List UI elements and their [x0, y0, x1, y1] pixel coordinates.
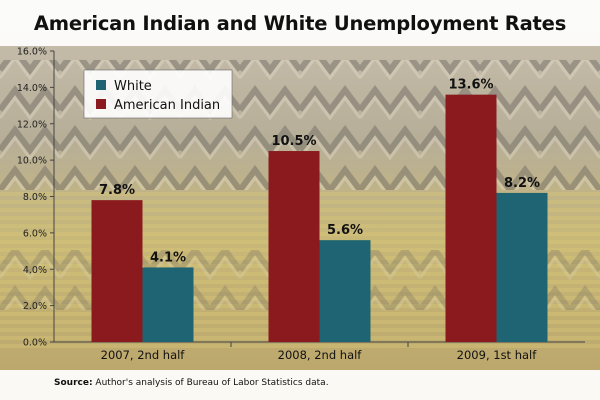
- y-tick-label: 2.0%: [23, 301, 47, 312]
- y-tick-label: 10.0%: [17, 156, 47, 167]
- bar-american-indian: [91, 200, 143, 342]
- title-bar: American Indian and White Unemployment R…: [0, 0, 600, 46]
- legend-swatch-white: [96, 80, 106, 90]
- source-note: Source: Author's analysis of Bureau of L…: [0, 370, 600, 400]
- y-tick-label: 12.0%: [17, 119, 47, 130]
- data-label-white: 5.6%: [327, 223, 363, 238]
- data-label-white: 4.1%: [150, 250, 186, 265]
- y-tick-label: 0.0%: [23, 338, 47, 349]
- legend-label-white: White: [114, 79, 152, 94]
- bar-white: [319, 240, 371, 342]
- bar-american-indian: [445, 94, 497, 343]
- bar-white: [496, 192, 548, 342]
- y-tick-label: 6.0%: [23, 228, 47, 239]
- x-category-label: 2007, 2nd half: [101, 348, 186, 362]
- x-category-label: 2009, 1st half: [457, 348, 538, 362]
- x-category-label: 2008, 2nd half: [278, 348, 363, 362]
- source-text: Author's analysis of Bureau of Labor Sta…: [92, 378, 329, 388]
- chart-title: American Indian and White Unemployment R…: [33, 11, 567, 35]
- source-label: Source:: [54, 378, 93, 388]
- y-tick-label: 16.0%: [17, 47, 47, 58]
- y-tick-label: 14.0%: [17, 83, 47, 94]
- bar-american-indian: [268, 151, 320, 342]
- bar-white: [142, 267, 194, 342]
- data-label-american-indian: 7.8%: [99, 183, 135, 198]
- y-tick-label: 8.0%: [23, 192, 47, 203]
- data-label-american-indian: 10.5%: [271, 134, 316, 149]
- y-tick-label: 4.0%: [23, 265, 47, 276]
- legend-swatch-american-indian: [96, 99, 106, 109]
- data-label-american-indian: 13.6%: [448, 78, 493, 93]
- data-label-white: 8.2%: [504, 176, 540, 191]
- legend-box: [83, 69, 233, 119]
- legend-label-american-indian: American Indian: [114, 98, 220, 113]
